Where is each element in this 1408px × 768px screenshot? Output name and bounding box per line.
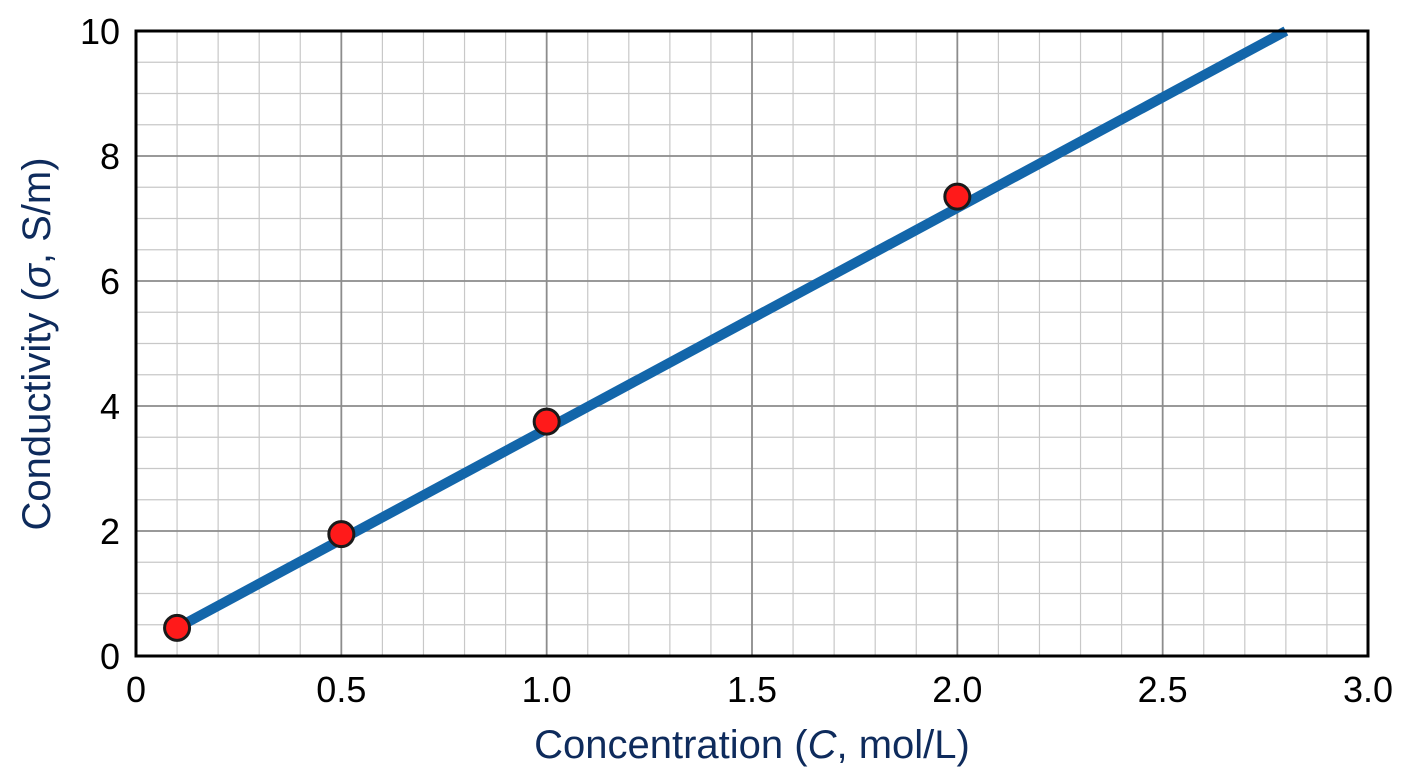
x-tick-label: 2.5 (1138, 669, 1188, 710)
fit-line (174, 26, 1289, 633)
x-tick-label: 2.0 (932, 669, 982, 710)
x-tick-label: 1.0 (522, 669, 572, 710)
plot-frame (134, 29, 1370, 658)
y-tick-label: 8 (100, 136, 120, 177)
y-tick-label: 0 (100, 636, 120, 677)
x-tick-label: 0 (126, 669, 146, 710)
data-point (163, 613, 192, 642)
x-tick-label: 0.5 (316, 669, 366, 710)
y-tick-label: 4 (100, 386, 120, 427)
y-tick-label: 2 (100, 511, 120, 552)
x-axis-title: Concentration (C, mol/L) (534, 723, 970, 767)
data-point (327, 520, 356, 549)
x-tick-label: 1.5 (727, 669, 777, 710)
data-series (163, 26, 1289, 642)
x-tick-label: 3.0 (1343, 669, 1393, 710)
data-point (532, 407, 561, 436)
x-axis-tick-labels: 0 0.5 1.0 1.5 2.0 2.5 3.0 (126, 669, 1393, 710)
data-point (943, 182, 972, 211)
y-tick-label: 10 (80, 11, 120, 52)
y-axis-tick-labels: 0 2 4 6 8 10 (80, 11, 120, 677)
y-axis-title: Conductivity (σ, S/m) (15, 157, 59, 530)
y-tick-label: 6 (100, 261, 120, 302)
